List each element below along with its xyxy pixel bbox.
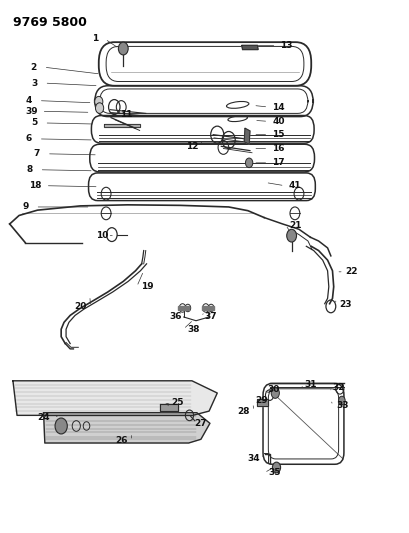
Text: 5: 5 [31,118,37,127]
Text: 4: 4 [25,96,31,105]
Text: 1: 1 [91,35,98,44]
Text: 30: 30 [267,385,279,394]
Text: 33: 33 [336,401,348,410]
Text: 29: 29 [254,396,267,405]
Text: 22: 22 [344,268,357,276]
Polygon shape [257,399,267,406]
Polygon shape [160,403,178,411]
Polygon shape [201,306,213,310]
Circle shape [270,387,279,398]
Circle shape [245,158,252,167]
Polygon shape [43,413,209,443]
Text: 32: 32 [332,383,344,392]
Text: 26: 26 [115,437,127,446]
Text: 7: 7 [34,149,40,158]
Text: 19: 19 [140,282,153,291]
Text: 13: 13 [280,41,292,50]
Text: 3: 3 [31,78,37,87]
Text: 39: 39 [25,107,38,116]
Polygon shape [244,128,249,144]
Text: 18: 18 [29,181,42,190]
Text: 12: 12 [185,142,198,151]
Text: 31: 31 [303,380,316,389]
Text: 37: 37 [204,312,217,321]
Circle shape [286,229,296,242]
Text: 38: 38 [187,325,199,334]
Text: 8: 8 [26,165,32,174]
Polygon shape [103,124,140,127]
Text: 24: 24 [37,413,50,422]
Text: 41: 41 [288,181,301,190]
Circle shape [272,462,280,473]
Text: 16: 16 [272,144,284,153]
Text: 17: 17 [272,158,284,167]
Text: 21: 21 [289,221,301,230]
Circle shape [94,96,103,107]
Text: 23: 23 [339,300,351,309]
Polygon shape [241,45,258,50]
Text: 36: 36 [169,312,181,321]
Text: 28: 28 [237,407,249,416]
Text: 25: 25 [171,398,183,407]
Circle shape [338,396,344,405]
Circle shape [55,418,67,434]
Circle shape [95,103,103,114]
Text: 6: 6 [25,134,31,143]
Text: 9769 5800: 9769 5800 [13,15,87,29]
Text: 27: 27 [194,419,207,428]
Polygon shape [13,381,217,415]
Text: 34: 34 [247,455,260,463]
Text: 9: 9 [22,203,28,212]
Text: 35: 35 [267,469,280,477]
Polygon shape [178,306,189,310]
Text: 11: 11 [120,110,133,119]
Text: 10: 10 [96,231,108,240]
Text: 40: 40 [272,117,284,126]
Circle shape [118,42,128,55]
Text: 15: 15 [272,130,284,139]
Text: 2: 2 [30,63,36,71]
Text: 14: 14 [272,102,284,111]
Text: 20: 20 [74,302,86,311]
